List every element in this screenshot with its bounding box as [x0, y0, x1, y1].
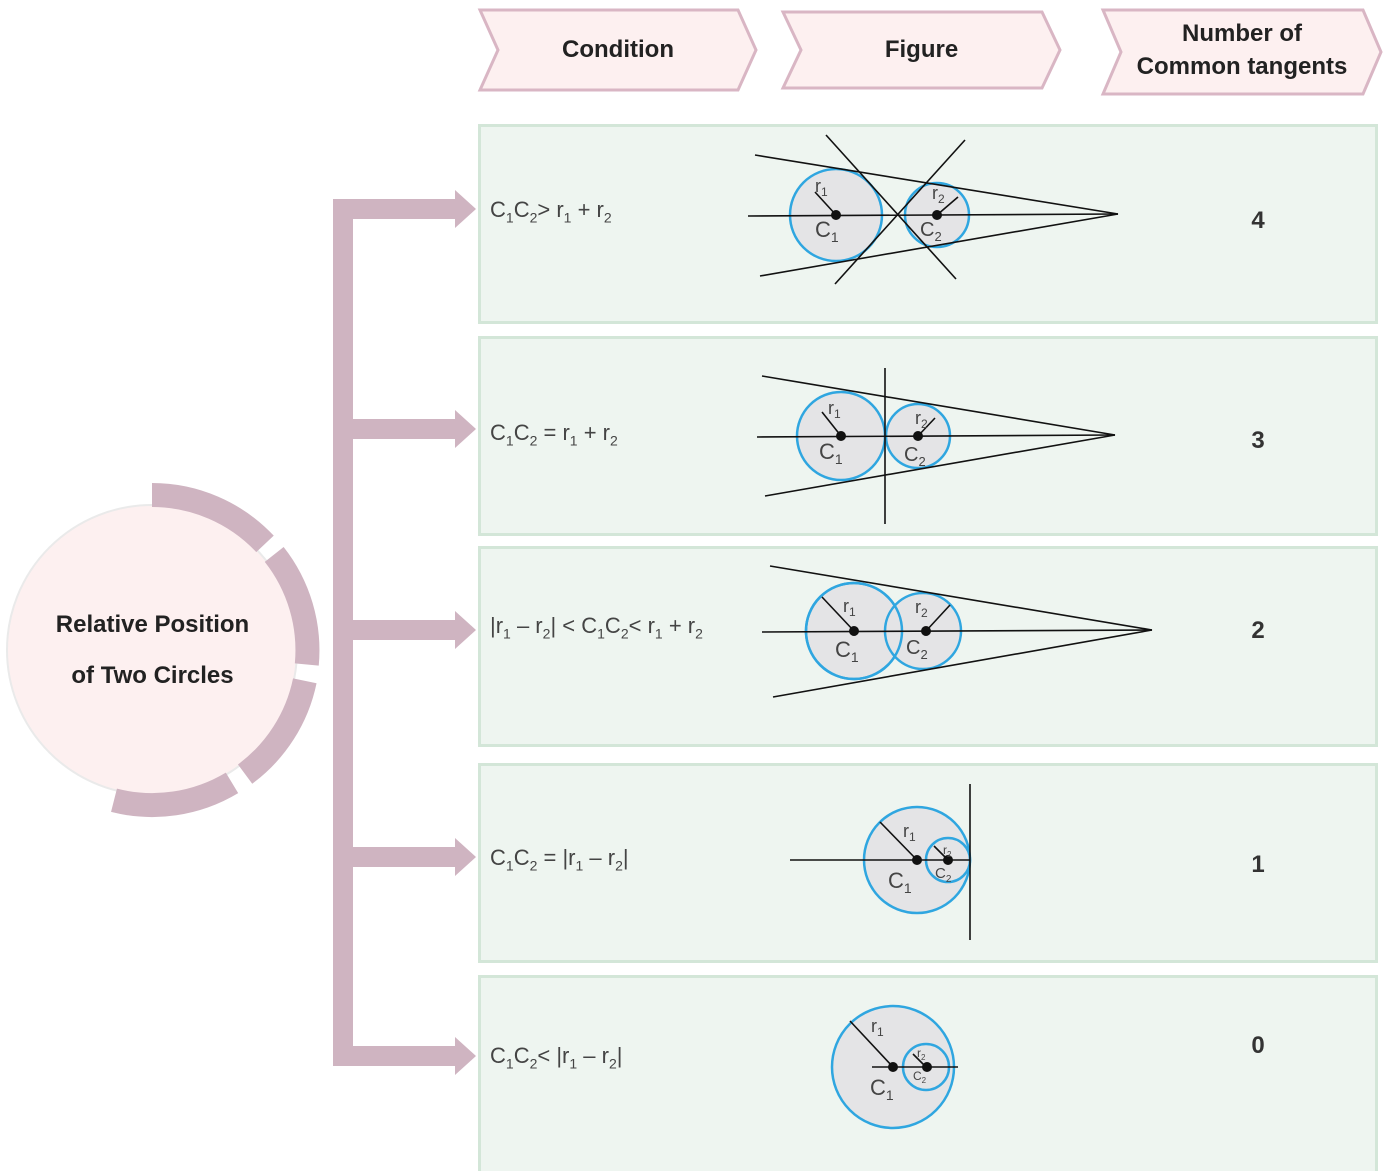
arc-segment-3 — [237, 678, 317, 784]
condition-row-5: C1C2< |r1 – r2| — [490, 1043, 623, 1072]
center-arc-segments — [111, 483, 320, 818]
label-c1: C1 — [870, 1075, 894, 1103]
condition-header: Condition — [562, 36, 674, 63]
figure-header: Figure — [884, 36, 959, 63]
condition-row-1: C1C2> r1 + r2 — [490, 197, 612, 226]
label-r2: r2 — [943, 843, 952, 859]
label-c1: C1 — [835, 637, 859, 665]
bracket-vertical — [333, 199, 353, 1066]
arrow-row-4 — [353, 838, 476, 876]
label-c1: C1 — [815, 217, 839, 245]
label-c2: C2 — [906, 637, 928, 662]
arrow-row-2 — [353, 410, 476, 448]
tangents-header-line2: Common tangents — [1136, 53, 1348, 80]
figure-row-2: r1 C1 r2 C2 — [756, 368, 1116, 524]
arc-segment-4 — [111, 772, 239, 818]
arrow-row-3 — [353, 611, 476, 649]
condition-row-4: C1C2 = |r1 – r2| — [490, 845, 629, 874]
arrow-row-1 — [353, 190, 476, 228]
label-r1: r1 — [828, 398, 841, 421]
tangent-lines — [761, 565, 1153, 698]
label-c1: C1 — [819, 439, 843, 467]
label-r1: r1 — [903, 821, 916, 844]
center-dot-c2 — [921, 626, 931, 636]
label-r1: r1 — [815, 176, 828, 199]
center-dot-c1 — [849, 626, 859, 636]
figure-header-shape — [780, 10, 1062, 90]
tangent-count-row-5: 0 — [1251, 1032, 1265, 1059]
label-r1: r1 — [843, 596, 856, 619]
tangents-header-shape — [1100, 8, 1383, 96]
center-dot-c1 — [888, 1062, 898, 1072]
center-dot-c2 — [932, 210, 942, 220]
arc-segment-1 — [151, 483, 274, 553]
arrow-row-5 — [353, 1037, 476, 1075]
condition-header-shape — [477, 8, 758, 92]
label-r2: r2 — [917, 1046, 926, 1062]
condition-row-2: C1C2 = r1 + r2 — [490, 420, 618, 449]
condition-row-3: |r1 – r2| < C1C2< r1 + r2 — [490, 613, 703, 642]
center-dot-c2 — [922, 1062, 932, 1072]
center-dot-c1 — [831, 210, 841, 220]
arc-segment-2 — [264, 546, 320, 666]
tangents-header-line1: Number of — [1182, 20, 1302, 47]
header-chevrons — [477, 8, 1383, 96]
label-r2: r2 — [915, 597, 928, 620]
label-c2: C2 — [913, 1069, 927, 1085]
label-r1: r1 — [871, 1016, 884, 1039]
center-title-line1: Relative Position — [55, 611, 250, 638]
tangent-lines — [756, 368, 1116, 524]
figure-row-4: r1 C1 r2 C2 — [790, 784, 972, 940]
center-dot-c1 — [912, 855, 922, 865]
figure-row-1: r1 C1 r2 C2 — [747, 134, 1119, 285]
label-r2: r2 — [932, 183, 945, 206]
tangent-count-row-1: 4 — [1251, 207, 1265, 234]
label-c2: C2 — [920, 219, 942, 244]
label-c2: C2 — [935, 865, 952, 885]
label-c2: C2 — [904, 444, 926, 469]
tangent-count-row-2: 3 — [1251, 427, 1265, 454]
figure-row-3: r1 C1 r2 C2 — [761, 565, 1153, 698]
center-dot-c2 — [913, 431, 923, 441]
label-r2: r2 — [915, 408, 928, 431]
center-dot-c2 — [943, 855, 953, 865]
label-c1: C1 — [888, 868, 912, 896]
tangent-count-row-4: 1 — [1251, 851, 1265, 878]
center-dot-c1 — [836, 431, 846, 441]
figure-row-5: r1 C1 r2 C2 — [830, 1004, 958, 1130]
center-title-line2: of Two Circles — [71, 662, 234, 689]
bracket-arrows — [353, 190, 476, 1075]
tangent-count-row-3: 2 — [1251, 617, 1265, 644]
